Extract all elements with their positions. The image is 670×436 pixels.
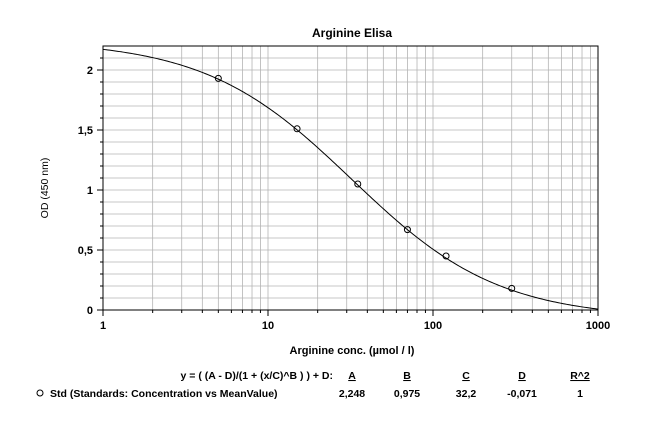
chart-title: Arginine Elisa bbox=[312, 26, 392, 40]
fit-header-a: A bbox=[348, 370, 356, 382]
data-point bbox=[214, 74, 222, 82]
y-tick-label: 0 bbox=[87, 305, 93, 317]
x-tick-label: 1 bbox=[100, 320, 106, 332]
y-tick-label: 0,5 bbox=[78, 245, 93, 257]
fit-value-b: 0,975 bbox=[394, 388, 420, 400]
data-point bbox=[354, 180, 362, 188]
data-point bbox=[293, 125, 301, 133]
data-point bbox=[442, 252, 450, 260]
y-tick-label: 1,5 bbox=[78, 125, 93, 137]
legend-series-name: Std (Standards: Concentration vs MeanVal… bbox=[50, 388, 278, 400]
grid bbox=[103, 46, 598, 310]
x-tick-label: 100 bbox=[424, 320, 442, 332]
x-tick-label: 1000 bbox=[586, 320, 610, 332]
fit-value-a: 2,248 bbox=[339, 388, 365, 400]
data-point bbox=[403, 226, 411, 234]
fit-value-d: -0,071 bbox=[507, 388, 537, 400]
x-axis-label: Arginine conc. (µmol / l) bbox=[290, 345, 415, 357]
fit-header-r2: R^2 bbox=[570, 370, 590, 382]
fit-header-c: C bbox=[462, 370, 470, 382]
fit-value-c: 32,2 bbox=[456, 388, 477, 400]
data-point bbox=[508, 284, 516, 292]
y-tick-label: 2 bbox=[87, 65, 93, 77]
x-tick-label: 10 bbox=[262, 320, 274, 332]
fit-value-r2: 1 bbox=[577, 388, 583, 400]
fit-header-b: B bbox=[403, 370, 411, 382]
data-points bbox=[214, 74, 516, 292]
y-tick-label: 1 bbox=[87, 185, 93, 197]
fit-curve bbox=[102, 48, 599, 310]
legend-marker-icon bbox=[36, 389, 44, 397]
axis-ticks: 0 0,5 1 1,5 2 1 10 100 1000 bbox=[78, 57, 610, 332]
fit-header-d: D bbox=[518, 370, 526, 382]
y-axis-label: OD (450 nm) bbox=[39, 158, 51, 219]
fit-equation: y = ( (A - D)/(1 + (x/C)^B ) ) + D: bbox=[181, 370, 333, 382]
